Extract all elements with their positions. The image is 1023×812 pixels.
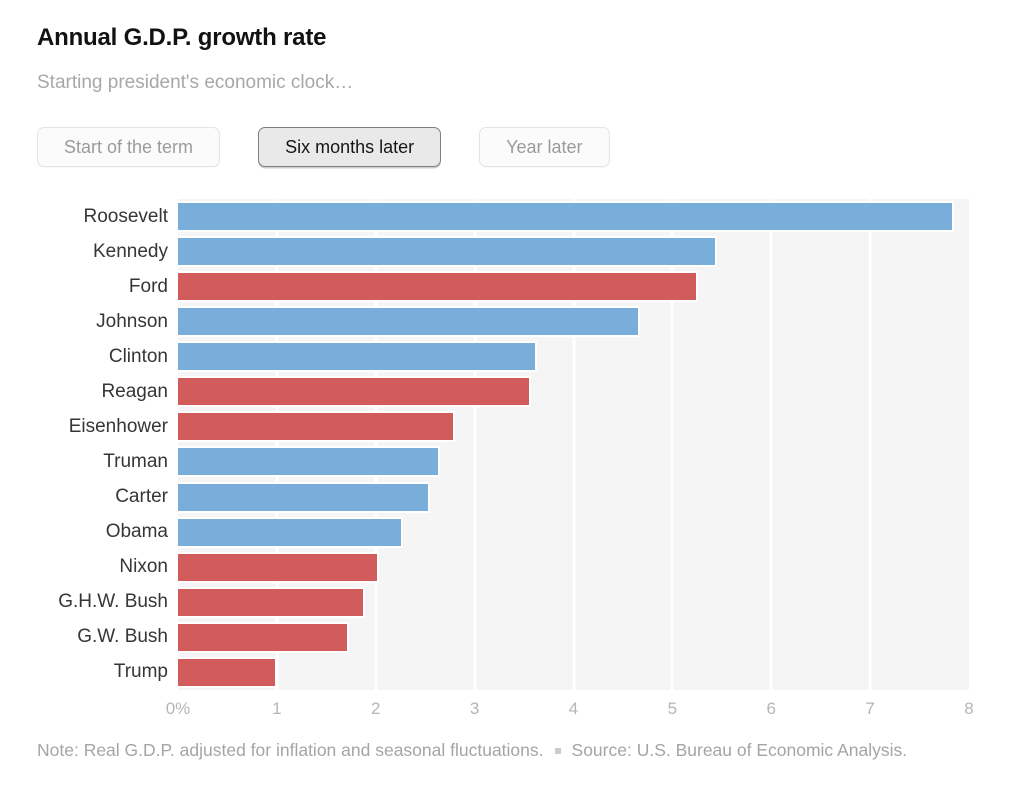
gridlines xyxy=(178,199,969,690)
bar xyxy=(178,586,365,618)
bar-label: Clinton xyxy=(108,345,168,367)
x-axis-tick: 4 xyxy=(568,699,579,718)
chart-row: Nixon xyxy=(0,550,969,585)
x-axis-tick: 7 xyxy=(865,699,875,718)
chart-row: Clinton xyxy=(0,339,969,374)
bar-track xyxy=(178,444,969,479)
bar xyxy=(178,656,277,688)
bar-label: G.H.W. Bush xyxy=(58,591,168,613)
bar xyxy=(178,481,431,513)
bar xyxy=(178,341,537,373)
bar-track xyxy=(178,620,969,655)
chart-row: Obama xyxy=(0,515,969,550)
term-stage-tabs: Start of the term Six months later Year … xyxy=(37,127,610,167)
tab-start-of-the-term[interactable]: Start of the term xyxy=(37,127,221,167)
bar-track xyxy=(178,374,969,409)
chart-row: G.W. Bush xyxy=(0,620,969,655)
bar xyxy=(178,446,441,478)
separator-square-icon xyxy=(554,748,561,755)
bar xyxy=(178,551,379,583)
chart-row: Kennedy xyxy=(0,234,969,269)
bar-label: Nixon xyxy=(119,556,168,578)
bar-label: Reagan xyxy=(101,380,168,402)
gridline xyxy=(275,199,279,690)
chart-row: Johnson xyxy=(0,304,969,339)
chart-rows: Roosevelt Kennedy Ford Johnson Clinton Reagan… xyxy=(0,199,969,690)
bar-label: Truman xyxy=(103,450,168,472)
x-axis-tick: 3 xyxy=(469,699,480,718)
x-axis: 0% 1 2 3 4 5 6 7 8 xyxy=(166,699,974,723)
x-axis-tick: 0% xyxy=(165,699,191,718)
bar-track xyxy=(178,550,969,585)
bar-track xyxy=(178,234,969,269)
x-axis-tick: 8 xyxy=(964,699,974,718)
chart-row: Ford xyxy=(0,269,969,304)
chart-row: Reagan xyxy=(0,374,969,409)
bar-label: Trump xyxy=(113,661,168,683)
bar-label: G.W. Bush xyxy=(77,626,168,648)
gridline xyxy=(572,199,575,690)
bar-track xyxy=(178,199,969,234)
page-title: Annual G.D.P. growth rate xyxy=(37,24,327,51)
bar xyxy=(178,306,640,338)
gridline xyxy=(670,199,674,690)
bar-label: Carter xyxy=(115,486,168,508)
bar xyxy=(178,236,717,268)
tab-six-months-later[interactable]: Six months later xyxy=(258,127,442,167)
gridline xyxy=(769,199,773,690)
bar-track xyxy=(178,515,969,550)
bar-track xyxy=(178,304,969,339)
bar xyxy=(178,376,531,408)
bar-track xyxy=(178,339,969,374)
bar-track xyxy=(178,480,969,515)
gridline xyxy=(473,199,477,690)
chart-row: Roosevelt xyxy=(0,199,969,234)
bar xyxy=(178,621,350,653)
bar-label: Johnson xyxy=(96,310,168,332)
chart-row: Carter xyxy=(0,480,969,515)
gridline xyxy=(868,199,872,690)
bar-label: Eisenhower xyxy=(68,415,168,437)
bar-label: Kennedy xyxy=(92,240,168,262)
chart-row: Trump xyxy=(0,655,969,690)
x-axis-tick: 5 xyxy=(667,699,678,718)
bar-track xyxy=(178,269,969,304)
x-axis-tick: 2 xyxy=(371,699,381,718)
note-text: Note: Real G.D.P. adjusted for inflation… xyxy=(37,740,544,760)
bar-track xyxy=(178,655,969,690)
source-text: Source: U.S. Bureau of Economic Analysis… xyxy=(571,740,908,760)
footnote: Note: Real G.D.P. adjusted for inflation… xyxy=(37,734,937,767)
chart-row: G.H.W. Bush xyxy=(0,585,969,620)
chart-row: Eisenhower xyxy=(0,409,969,444)
x-axis-tick: 1 xyxy=(272,699,282,718)
chart-row: Truman xyxy=(0,444,969,479)
bar-label: Roosevelt xyxy=(83,205,169,227)
bar xyxy=(178,201,955,232)
bar-track xyxy=(178,409,969,444)
bar xyxy=(178,516,404,548)
bar xyxy=(178,411,455,443)
page-subtitle: Starting president's economic clock… xyxy=(37,72,354,93)
gridline xyxy=(374,199,378,690)
bar-chart: Roosevelt Kennedy Ford Johnson Clinton Reagan… xyxy=(0,199,974,718)
tab-year-later[interactable]: Year later xyxy=(479,127,610,167)
bar xyxy=(178,271,699,303)
bar-label: Ford xyxy=(128,275,168,297)
bar-track xyxy=(178,585,969,620)
bar-label: Obama xyxy=(105,521,168,543)
x-axis-tick: 6 xyxy=(766,699,776,718)
